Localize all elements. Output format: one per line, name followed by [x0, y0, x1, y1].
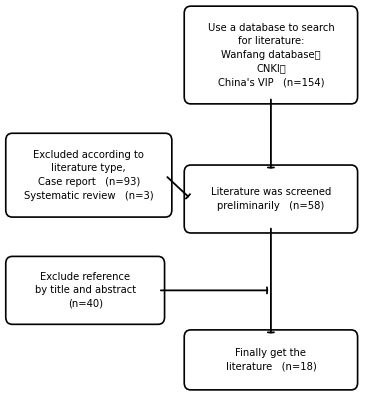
Text: Literature was screened
preliminarily   (n=58): Literature was screened preliminarily (n… [211, 187, 331, 211]
FancyBboxPatch shape [6, 133, 172, 217]
Text: Exclude reference
by title and abstract
(n=40): Exclude reference by title and abstract … [34, 272, 136, 309]
FancyBboxPatch shape [184, 6, 357, 104]
FancyBboxPatch shape [184, 330, 357, 390]
FancyBboxPatch shape [6, 256, 164, 324]
Text: Use a database to search
for literature:
Wanfang database、
CNKI、
China's VIP   (: Use a database to search for literature:… [207, 23, 334, 87]
Text: Finally get the
literature   (n=18): Finally get the literature (n=18) [226, 348, 316, 372]
Text: Excluded according to
literature type,
Case report   (n=93)
Systematic review   : Excluded according to literature type, C… [24, 150, 154, 200]
FancyBboxPatch shape [184, 165, 357, 233]
